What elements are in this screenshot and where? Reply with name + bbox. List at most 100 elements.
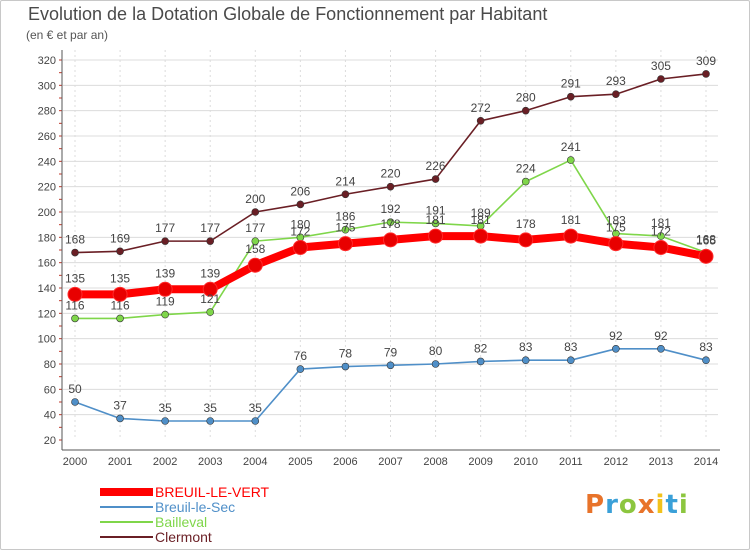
logo-letter: P [585,490,606,520]
data-label-breuil-le-vert: 181 [471,213,491,227]
x-tick-label: 2000 [63,456,87,468]
data-label-clermont: 214 [335,174,355,188]
data-label-bailleval: 177 [245,221,265,235]
data-point-breuil-le-sec [341,362,350,371]
data-label-clermont: 280 [516,91,536,105]
data-label-breuil-le-sec: 83 [519,340,533,354]
x-tick-label: 2008 [423,456,447,468]
data-point-breuil-le-sec [206,417,215,425]
data-point-breuil-le-sec [521,356,530,365]
data-label-breuil-le-sec: 82 [474,341,488,355]
data-point-breuil-le-vert [653,239,669,255]
data-point-clermont [702,70,710,78]
data-point-breuil-le-sec [431,360,440,368]
data-point-breuil-le-vert [292,239,308,255]
data-point-breuil-le-vert [563,228,579,244]
data-label-breuil-le-sec: 78 [339,347,353,361]
data-label-breuil-le-vert: 181 [426,213,446,227]
data-label-clermont: 272 [471,101,491,115]
x-tick-label: 2014 [694,456,718,468]
data-label-bailleval: 224 [516,162,536,176]
proxiti-logo: Proxiti [585,490,689,520]
data-label-bailleval: 116 [65,298,84,312]
data-point-breuil-le-vert [247,257,263,273]
y-tick-label: 260 [38,131,56,143]
data-label-breuil-le-vert: 178 [380,217,400,231]
y-tick-label: 120 [38,308,56,320]
data-point-breuil-le-sec [612,344,620,353]
data-label-breuil-le-vert: 181 [561,213,581,227]
data-label-clermont: 305 [651,59,671,73]
data-point-breuil-le-vert [67,286,83,302]
data-point-bailleval [566,156,575,164]
data-label-breuil-le-vert: 139 [200,266,220,280]
data-point-clermont [71,248,79,257]
data-label-breuil-le-sec: 79 [384,345,398,359]
data-point-breuil-le-sec [702,356,710,365]
data-label-breuil-le-vert: 135 [65,271,85,285]
data-point-clermont [206,237,215,245]
series-lines [67,70,714,425]
y-tick-label: 240 [38,156,56,168]
data-point-breuil-le-sec [251,417,260,425]
data-label-breuil-le-vert: 172 [651,224,671,238]
y-tick-label: 320 [38,55,56,67]
x-tick-label: 2011 [559,456,583,468]
x-tick-label: 2013 [649,456,673,468]
data-point-breuil-le-sec [71,398,79,406]
logo-letter: i [678,490,689,520]
x-tick-label: 2004 [243,456,267,468]
logo-letter: i [655,490,666,520]
data-point-bailleval [116,314,124,323]
data-label-clermont: 226 [426,159,446,173]
y-tick-label: 100 [38,334,56,346]
data-label-breuil-le-vert: 175 [335,221,355,235]
chart-title: Evolution de la Dotation Globale de Fonc… [28,4,548,24]
data-point-breuil-le-vert [112,286,128,302]
data-label-clermont: 206 [290,184,310,198]
data-point-breuil-le-sec [161,417,169,425]
data-point-bailleval [386,218,395,226]
data-label-bailleval: 181 [651,216,671,230]
data-label-breuil-le-vert: 139 [155,266,175,280]
data-label-bailleval: 192 [380,202,400,216]
data-label-breuil-le-sec: 83 [564,340,578,354]
data-point-clermont [296,200,305,209]
x-tick-label: 2010 [513,456,537,468]
legend: BREUIL-LE-VERTBreuil-le-SecBaillevalCler… [100,484,270,545]
data-point-breuil-le-sec [116,414,124,423]
x-tick-label: 2003 [198,456,222,468]
data-point-breuil-le-vert [698,248,714,264]
data-point-bailleval [251,237,260,245]
data-point-bailleval [341,225,350,234]
legend-label-breuil-le-vert: BREUIL-LE-VERT [155,484,270,500]
data-point-breuil-le-sec [296,365,305,373]
data-label-breuil-le-vert: 175 [606,221,626,235]
y-tick-label: 180 [38,232,56,244]
data-point-breuil-le-vert [157,281,173,297]
data-point-bailleval [161,310,169,319]
data-point-bailleval [206,308,215,316]
logo-letter: x [637,490,656,520]
data-label-breuil-le-sec: 76 [294,349,308,363]
data-point-clermont [566,92,575,101]
data-point-clermont [521,106,530,115]
data-label-clermont: 220 [380,167,400,181]
data-point-breuil-le-sec [657,344,665,353]
data-label-breuil-le-sec: 80 [429,344,443,358]
data-point-bailleval [71,314,79,323]
data-point-clermont [341,190,350,199]
data-point-breuil-le-vert [383,232,398,248]
axes: 20 40 60 80 100 120 140 160 180 200 220 240 260 280 30… [38,50,720,468]
data-label-breuil-le-vert: 172 [290,224,310,238]
y-tick-label: 20 [44,435,56,447]
data-point-clermont [161,237,169,245]
data-label-clermont: 177 [155,221,175,235]
data-point-bailleval [431,219,440,228]
data-label-breuil-le-sec: 35 [249,401,263,415]
data-point-bailleval [521,177,530,186]
data-label-bailleval: 241 [561,140,581,154]
y-tick-label: 280 [38,106,56,118]
data-label-clermont: 177 [200,221,220,235]
